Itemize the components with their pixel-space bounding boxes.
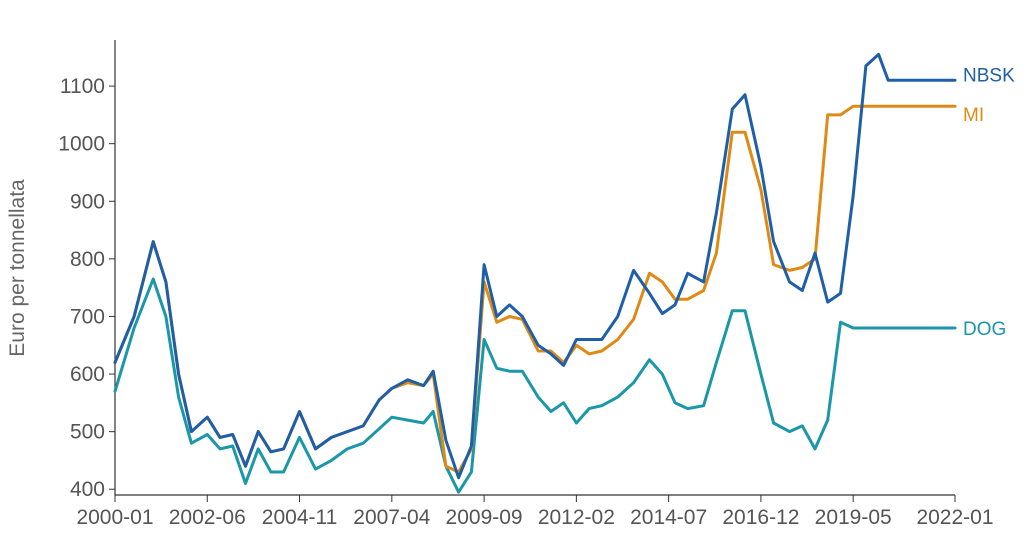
x-tick-label: 2016-12 bbox=[722, 506, 799, 529]
x-tick-label: 2009-09 bbox=[446, 506, 523, 529]
y-tick-label: 900 bbox=[70, 190, 105, 213]
y-tick-label: 700 bbox=[70, 305, 105, 328]
series-line-dog bbox=[113, 277, 957, 494]
series-label-dog: DOG bbox=[963, 319, 1006, 340]
x-tick-label: 2012-02 bbox=[538, 506, 615, 529]
x-tick-label: 2007-04 bbox=[353, 506, 430, 529]
y-axis-title: Euro per tonnellata bbox=[6, 179, 29, 357]
y-tick-label: 1100 bbox=[60, 75, 105, 98]
x-tick-label: 2019-05 bbox=[815, 506, 892, 529]
series-lines bbox=[113, 52, 957, 494]
y-tick-label: 800 bbox=[70, 248, 105, 271]
series-label-nbsk: NBSK bbox=[963, 65, 1015, 86]
x-tick-label: 2000-01 bbox=[76, 506, 153, 529]
y-tick-label: 600 bbox=[70, 363, 105, 386]
x-tick-label: 2004-11 bbox=[262, 506, 338, 529]
series-labels: DOG MI NBSK bbox=[963, 65, 1015, 340]
series-line-nbsk bbox=[113, 52, 957, 480]
y-axis: 400 500 600 700 800 900 1000 1100 bbox=[58, 40, 116, 501]
y-tick-label: 500 bbox=[70, 421, 105, 444]
x-tick-label: 2002-06 bbox=[169, 506, 246, 529]
y-tick-label: 1000 bbox=[58, 133, 105, 156]
series-label-mi: MI bbox=[963, 105, 984, 126]
x-axis: 2000-01 2002-06 2004-11 2007-04 2009-09 2012-… bbox=[76, 494, 994, 529]
x-tick-label: 2022-01 bbox=[916, 506, 993, 529]
x-tick-label: 2014-07 bbox=[630, 506, 707, 529]
y-tick-label: 400 bbox=[70, 478, 105, 501]
